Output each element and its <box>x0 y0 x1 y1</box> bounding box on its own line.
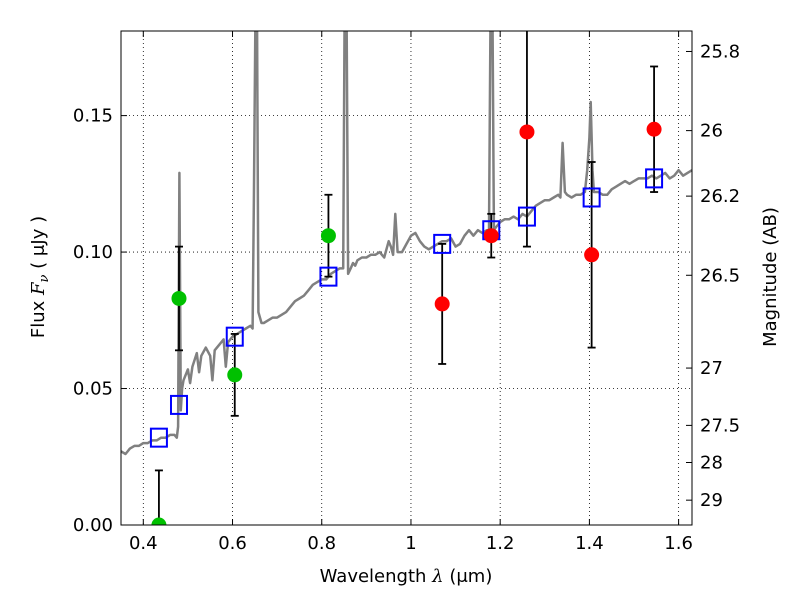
model-photometry-square <box>149 427 168 448</box>
model-photometry-square <box>433 233 452 254</box>
grid-lines <box>121 31 692 526</box>
observed-flux-point <box>434 296 450 312</box>
model-photometry-square <box>169 394 188 415</box>
y2-tick-label: 29 <box>700 490 723 511</box>
model-photometry-square <box>582 187 601 208</box>
plot-area <box>121 31 692 525</box>
y2-axis-label: Magnitude (AB) <box>760 207 781 347</box>
observed-flux-point <box>151 517 167 525</box>
x-tick-label: 1.2 <box>486 533 515 554</box>
y-tick-label: 0.05 <box>73 379 113 400</box>
model-photometry-square <box>517 206 536 227</box>
x-tick-label: 1.4 <box>575 533 604 554</box>
y2-tick-label: 25.8 <box>700 41 740 62</box>
x-tick-label: 0.6 <box>218 533 247 554</box>
y-tick-label: 0.10 <box>73 242 113 263</box>
x-tick-label: 0.8 <box>307 533 336 554</box>
x-tick-label: 1 <box>405 533 416 554</box>
observed-flux-point <box>584 247 600 263</box>
axis-ticks: 0.4 0.6 0.8 1 1.2 1.4 1.6 0.00 0.05 0.10 0.15 25.8 2… <box>73 31 740 554</box>
y2-tick-label: 27 <box>700 358 723 379</box>
y2-tick-label: 26 <box>700 121 723 142</box>
observed-flux-point <box>171 290 187 306</box>
y-tick-label: 0.15 <box>73 106 113 127</box>
model-photometry-square <box>319 266 338 287</box>
y2-tick-label: 26.5 <box>700 265 740 286</box>
x-tick-label: 1.6 <box>664 533 693 554</box>
observed-flux-point <box>227 367 243 383</box>
model-photometry-square <box>645 168 664 189</box>
observed-flux-point <box>483 228 499 244</box>
observed-flux-point <box>519 124 535 140</box>
observed-flux-point <box>646 121 662 137</box>
y2-tick-label: 28 <box>700 452 723 473</box>
model-photometry-square <box>225 326 244 347</box>
observed-flux-point <box>320 228 336 244</box>
model-spectrum-line <box>121 31 692 456</box>
y-axis-label: Flux Fν ( μJy ) <box>28 216 52 338</box>
x-axis-label: Wavelength λ (μm) <box>320 566 493 587</box>
x-tick-label: 0.4 <box>129 533 158 554</box>
plot-frame <box>120 30 693 526</box>
y-tick-label: 0.00 <box>73 515 113 536</box>
y2-tick-label: 27.5 <box>700 415 740 436</box>
y2-tick-label: 26.2 <box>700 186 740 207</box>
